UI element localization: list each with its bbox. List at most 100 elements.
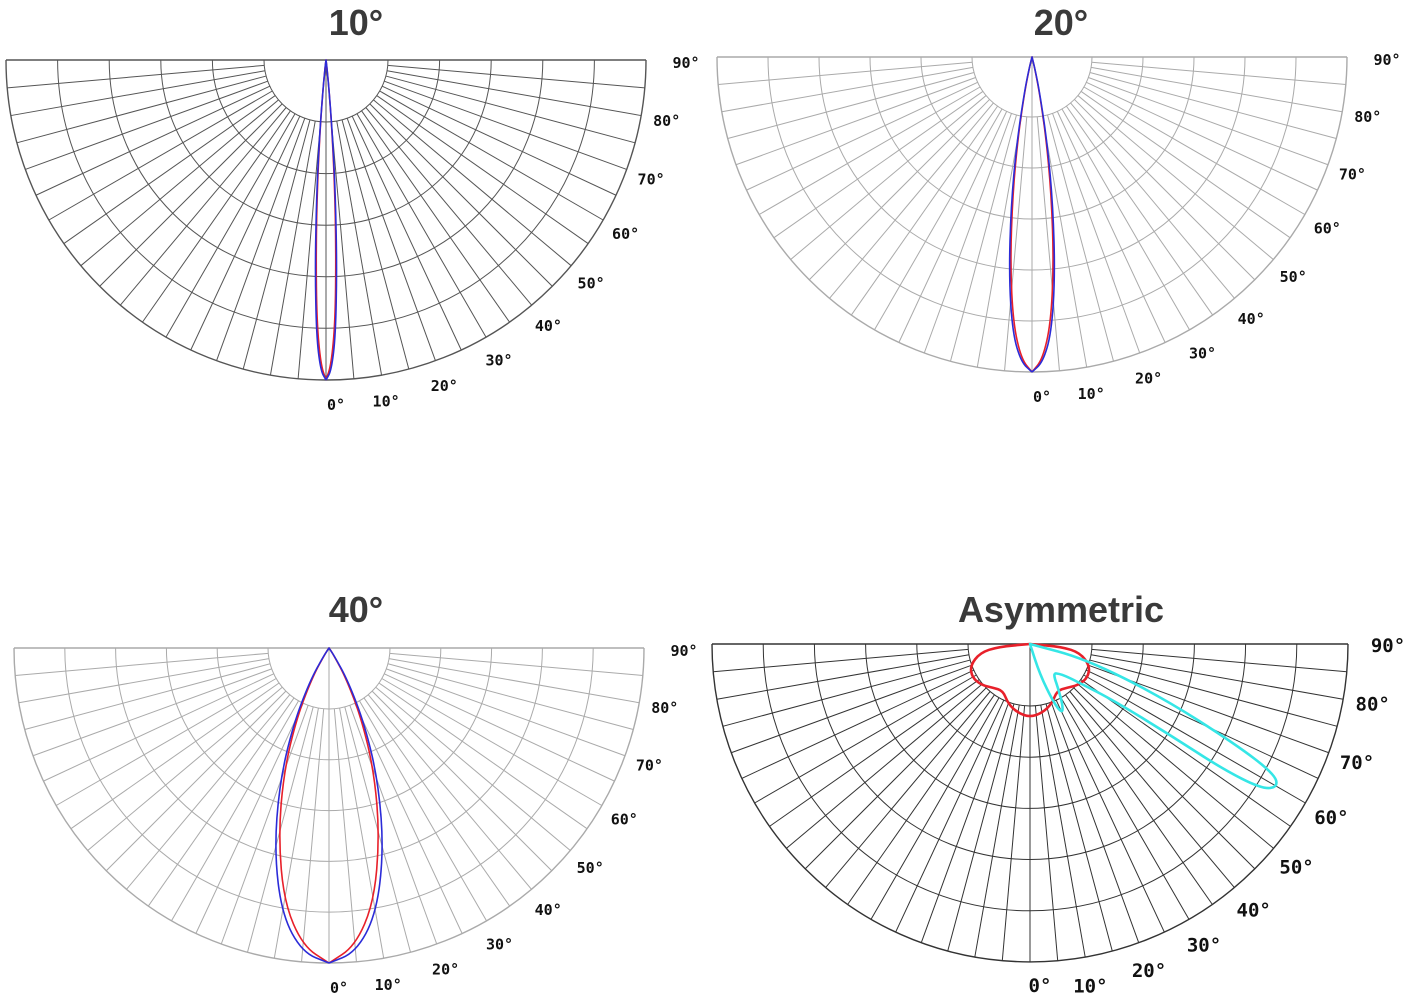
grid-spoke (735, 77, 976, 166)
grid-spoke (722, 659, 971, 727)
angle-tick-label: 50° (1279, 857, 1313, 879)
angle-tick-label: 40° (535, 901, 562, 919)
angle-tick-label: 90° (670, 642, 697, 660)
grid-spoke (371, 690, 553, 872)
grid-spoke (895, 699, 1005, 933)
grid-spoke (48, 90, 273, 221)
angle-tick-label: 70° (638, 170, 665, 188)
grid-spoke (758, 86, 981, 215)
grid-spoke (790, 95, 987, 260)
angle-tick-label: 0° (1029, 975, 1052, 997)
grid-spoke (1041, 116, 1088, 368)
angle-tick-label: 90° (1371, 635, 1405, 657)
grid-spoke (716, 654, 970, 700)
angle-ticks: 0° 10° 20° 30° 40° 50° 60° 70° 80° 90° (327, 54, 700, 414)
grid-spoke (297, 121, 322, 379)
chart-title: 20° (1033, 2, 1089, 43)
grid-spoke (898, 111, 1008, 343)
grid-spoke (923, 113, 1012, 354)
grid-spoke (99, 103, 283, 287)
angle-tick-label: 90° (1373, 51, 1400, 69)
grid-spoke (1040, 704, 1086, 958)
grid-spoke (354, 703, 463, 934)
grid-spoke (1073, 687, 1256, 870)
polar-grid (716, 56, 1348, 373)
chart-panel-3: 40° 0° 10° 20° 30° 40° 50° 60° 70° 80° 90° (0, 499, 711, 999)
grid-spoke (870, 697, 1000, 920)
angle-tick-label: 80° (651, 699, 678, 717)
grid-spoke (1074, 99, 1256, 281)
grid-spoke (119, 107, 287, 306)
grid-spoke (346, 118, 436, 361)
grid-spoke (381, 678, 603, 806)
grid-spoke (375, 686, 571, 851)
angle-tick-label: 60° (612, 225, 639, 243)
grid-spoke (386, 668, 626, 757)
grid-spoke (32, 668, 272, 757)
grid-spoke (1083, 674, 1306, 804)
grid-spoke (746, 81, 978, 191)
grid-spoke (1056, 111, 1166, 343)
grid-spoke (105, 690, 287, 872)
grid-spoke (387, 64, 645, 89)
grid-spoke (7, 64, 265, 89)
angle-tick-label: 10° (375, 976, 402, 994)
grid-spoke (1061, 108, 1190, 331)
intensity-curve-0 (969, 642, 1091, 718)
polar-grid (13, 647, 645, 964)
polar-chart-40: 0° 10° 20° 30° 40° 50° 60° 70° 80° 90° (13, 642, 698, 997)
grid-spoke (361, 110, 510, 323)
chart-title: 10° (328, 2, 384, 43)
grid-spoke (301, 708, 325, 962)
grid-spoke (920, 702, 1010, 943)
grid-spoke (142, 110, 291, 323)
intensity-curve-1 (1008, 56, 1056, 373)
angle-tick-label: 40° (535, 317, 562, 335)
grid-spoke (359, 700, 487, 922)
grid-spoke (1091, 61, 1346, 85)
grid-spoke (165, 113, 296, 338)
grid-spoke (825, 691, 991, 888)
angle-tick-label: 20° (432, 960, 459, 978)
grid-spoke (378, 682, 588, 830)
grid-spoke (220, 705, 309, 945)
grid-spoke (741, 669, 975, 779)
grid-spoke (15, 652, 269, 676)
grid-spoke (1060, 697, 1190, 920)
grid-spoke (190, 115, 301, 351)
angle-tick-label: 60° (1314, 807, 1348, 829)
grid-spoke (974, 704, 1020, 958)
angle-tick-label: 0° (330, 979, 348, 997)
grid-spoke (384, 80, 627, 170)
angle-tick-label: 70° (1339, 166, 1366, 184)
angle-tick-label: 20° (1135, 369, 1162, 387)
angle-tick-label: 10° (373, 393, 400, 411)
angle-tick-label: 30° (486, 935, 513, 953)
grid-spoke (1001, 705, 1026, 961)
grid-spoke (24, 663, 271, 731)
grid-spoke (1065, 694, 1213, 905)
polar-grid (5, 59, 647, 381)
angle-tick-label: 60° (1314, 220, 1341, 238)
grid-spoke (10, 70, 266, 117)
grid-spoke (330, 121, 355, 379)
grid-spoke (373, 99, 572, 267)
grid-spoke (387, 663, 634, 731)
grid-spoke (731, 664, 972, 754)
angle-ticks: 0° 10° 20° 30° 40° 50° 60° 70° 80° 90° (330, 642, 698, 997)
angle-tick-label: 80° (1356, 693, 1390, 715)
chart-panel-2: 20° 0° 10° 20° 30° 40° 50° 60° 70° 80° 90° (711, 0, 1423, 499)
polar-chart-asymmetric: 0° 10° 20° 30° 40° 50° 60° 70° 80° 90° (711, 635, 1405, 998)
grid-spoke (25, 80, 268, 170)
grid-spoke (1080, 91, 1291, 239)
angle-tick-label: 70° (636, 757, 663, 775)
angle-tick-label: 50° (577, 859, 604, 877)
grid-spoke (356, 113, 487, 338)
grid-spoke (1004, 116, 1028, 371)
angle-tick-label: 30° (1189, 344, 1216, 362)
grid-spoke (389, 652, 643, 676)
grid-spoke (363, 697, 511, 907)
grid-spoke (55, 678, 277, 806)
angle-tick-label: 70° (1340, 752, 1374, 774)
grid-spoke (874, 108, 1003, 331)
